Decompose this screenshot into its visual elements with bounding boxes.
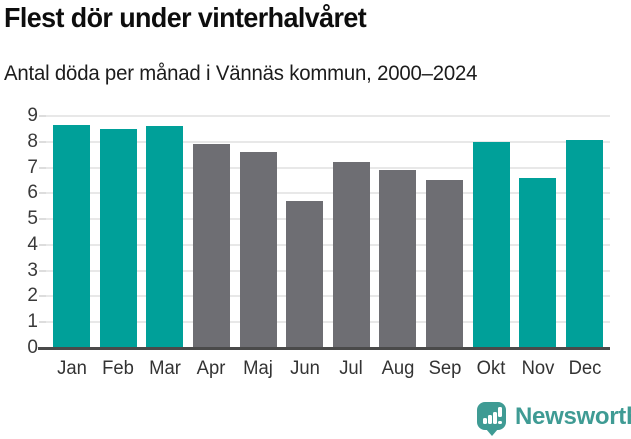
x-axis-tick-label: Mar <box>148 358 181 379</box>
y-axis-tick-label: 8 <box>27 130 38 152</box>
gridline <box>46 269 610 272</box>
y-axis-tick <box>39 295 46 298</box>
y-axis-tick-label: 4 <box>27 233 38 255</box>
y-axis-tick <box>39 218 46 221</box>
logo-exclamation-bar <box>498 407 502 417</box>
gridline <box>46 243 610 246</box>
y-axis-tick-label: 9 <box>27 105 38 126</box>
brand-name: Newsworthy <box>515 403 631 430</box>
x-axis-tick-label: Maj <box>243 358 273 379</box>
y-axis-tick-label: 0 <box>27 337 38 358</box>
y-axis-tick-label: 3 <box>27 259 38 281</box>
y-axis-tick <box>39 115 46 117</box>
x-axis-tick-label: Aug <box>381 358 415 379</box>
y-axis-tick <box>39 321 46 324</box>
y-axis-tick <box>39 269 46 272</box>
y-axis-tick <box>39 166 46 169</box>
bar-nov <box>519 177 557 348</box>
x-axis-tick-label: Jan <box>56 358 87 379</box>
y-axis-tick-label: 7 <box>27 156 38 178</box>
y-axis-tick-label: 1 <box>27 311 38 333</box>
bar-jul <box>332 162 370 348</box>
logo-bubble-tail <box>486 429 498 436</box>
gridline <box>46 295 610 298</box>
bar-jun <box>286 201 324 348</box>
gridline <box>46 115 610 117</box>
x-axis-tick-label: Dec <box>568 358 601 379</box>
logo-exclamation-dot <box>498 420 502 424</box>
x-axis-tick-label: Feb <box>102 358 135 379</box>
logo-mini-bar <box>483 418 487 424</box>
y-axis-tick-label: 2 <box>27 285 38 307</box>
bar-aug <box>379 170 417 348</box>
x-axis-tick-label: Nov <box>521 358 555 379</box>
x-axis-line <box>38 347 610 350</box>
y-axis-tick <box>39 140 46 143</box>
chart-subtitle: Antal döda per månad i Vännäs kommun, 20… <box>4 62 478 85</box>
x-axis-tick-label: Jul <box>339 358 364 379</box>
bar-maj <box>239 152 277 348</box>
bar-dec <box>566 140 603 348</box>
logo-bubble <box>477 402 506 430</box>
logo-mini-bar <box>493 412 497 424</box>
gridline <box>46 218 610 221</box>
gridline <box>46 321 610 324</box>
x-axis-tick-label: Okt <box>476 358 506 379</box>
y-axis-tick <box>39 192 46 195</box>
bar-feb <box>99 128 137 348</box>
x-axis-tick-label: Jun <box>289 358 320 379</box>
bar-okt <box>472 141 510 348</box>
bar-jan <box>53 125 90 348</box>
y-axis-tick-label: 5 <box>27 208 38 230</box>
gridline <box>46 140 610 143</box>
newsworthy-branding: Newsworthy <box>477 399 631 439</box>
gridline <box>46 166 610 169</box>
y-axis-tick <box>39 243 46 246</box>
x-axis-tick-label: Sep <box>428 358 461 379</box>
logo-mini-bar <box>488 415 492 424</box>
bar-sep <box>426 180 464 348</box>
chart-title: Flest dör under vinterhalvåret <box>4 2 367 33</box>
bar-mar <box>146 126 184 348</box>
y-axis-tick-label: 6 <box>27 182 38 204</box>
bar-apr <box>192 144 230 348</box>
gridline <box>46 192 610 195</box>
x-axis-tick-label: Apr <box>197 358 226 379</box>
